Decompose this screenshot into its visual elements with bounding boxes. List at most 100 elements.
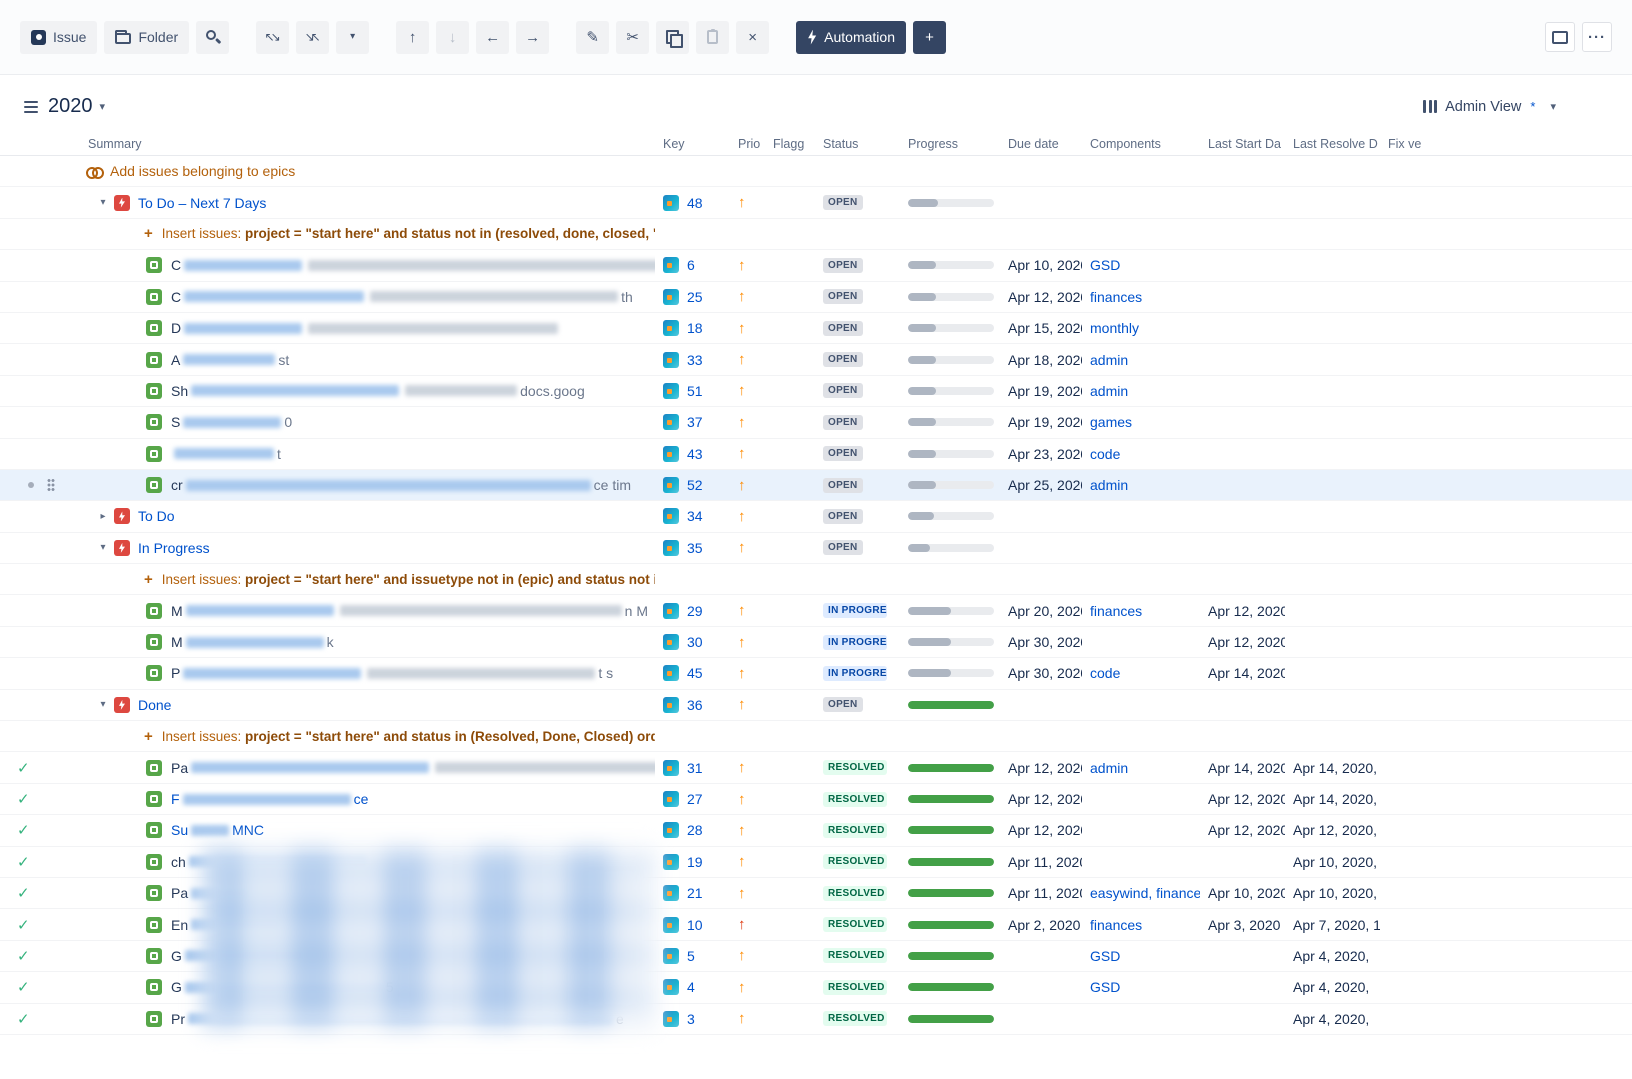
epic-summary-link[interactable]: To Do – Next 7 Days — [138, 194, 267, 211]
issue-key-link[interactable]: 51 — [687, 382, 703, 399]
component-link[interactable]: code — [1090, 445, 1121, 462]
expand-twisty-icon[interactable]: ▸ — [100, 510, 106, 522]
more-options-button[interactable]: ··· — [1582, 22, 1612, 52]
edit-button[interactable]: ✎ — [576, 20, 610, 54]
component-link[interactable]: admin — [1090, 759, 1129, 776]
toggle-panel-button[interactable] — [1545, 22, 1575, 52]
remove-button[interactable]: × — [736, 20, 770, 54]
table-row[interactable]: Add issues belonging to epics — [0, 156, 1632, 188]
column-header-fix-ve[interactable]: Fix ve — [1388, 136, 1422, 151]
copy-button[interactable] — [656, 20, 690, 54]
issue-key-link[interactable]: 3 — [687, 1010, 695, 1027]
column-header-key[interactable]: Key — [663, 136, 685, 151]
indent-button[interactable]: → — [516, 20, 550, 54]
column-header-summary[interactable]: Summary — [88, 136, 142, 151]
table-row[interactable]: cr ce tim 52 ↑ OPEN Apr 25, 2020 admin — [0, 469, 1632, 502]
collapse-twisty-icon[interactable]: ▾ — [100, 542, 106, 554]
insert-issues-query[interactable]: project = "start here" and issuetype not… — [245, 571, 655, 587]
component-link[interactable]: monthly — [1090, 320, 1140, 337]
issue-key-link[interactable]: 10 — [687, 916, 703, 933]
search-button[interactable] — [196, 20, 230, 54]
table-row[interactable]: + Insert issues: project = "start here" a… — [0, 721, 1632, 753]
insert-issues-query[interactable]: project = "start here" and status not in… — [245, 226, 655, 242]
issue-key-link[interactable]: 52 — [687, 477, 703, 494]
table-row[interactable]: ▾ In Progress 35 ↑ OPEN — [0, 533, 1632, 565]
add-generator-button[interactable]: + — [912, 20, 946, 54]
expand-all-button[interactable]: ↖↘ — [256, 20, 290, 54]
component-link[interactable]: GSD — [1090, 257, 1121, 274]
structure-chevron-icon[interactable]: ▾ — [99, 101, 106, 113]
issue-key-link[interactable]: 35 — [687, 539, 703, 556]
issue-key-link[interactable]: 25 — [687, 288, 703, 305]
table-row[interactable]: ▾ Done 36 ↑ OPEN — [0, 690, 1632, 722]
table-row[interactable]: Pt s 45 ↑ IN PROGRESS Apr 30, 2020 code Apr 14… — [0, 658, 1632, 690]
component-link[interactable]: finances — [1090, 602, 1143, 619]
table-row[interactable]: ▾ To Do – Next 7 Days 48 ↑ OPEN — [0, 187, 1632, 219]
component-link[interactable]: admin — [1090, 477, 1129, 494]
expand-level-menu-button[interactable]: ▾ — [336, 20, 370, 54]
table-row[interactable]: ✓ Su MNC 28 ↑ RESOLVED Apr 12, 2020 Apr 12, 202… — [0, 815, 1632, 847]
issue-key-link[interactable]: 36 — [687, 696, 703, 713]
issue-key-link[interactable]: 43 — [687, 445, 703, 462]
collapse-twisty-icon[interactable]: ▾ — [100, 197, 106, 209]
issue-key-link[interactable]: 21 — [687, 885, 703, 902]
column-header-due-date[interactable]: Due date — [1008, 136, 1059, 151]
table-row[interactable]: Sh docs.goog 51 ↑ OPEN Apr 19, 2020 admin — [0, 376, 1632, 408]
cut-button[interactable]: ✂ — [616, 20, 650, 54]
table-row[interactable]: C 6 ↑ OPEN Apr 10, 2020 GSD — [0, 250, 1632, 282]
paste-button[interactable] — [696, 20, 730, 54]
move-down-button[interactable]: ↓ — [436, 20, 470, 54]
issue-key-link[interactable]: 5 — [687, 947, 695, 964]
epic-summary-link[interactable]: In Progress — [138, 539, 210, 556]
issue-key-link[interactable]: 31 — [687, 759, 703, 776]
table-row[interactable]: D 18 ↑ OPEN Apr 15, 2020 monthly — [0, 313, 1632, 345]
insert-issues-label[interactable]: Insert issues: — [161, 571, 246, 587]
column-header-flagg[interactable]: Flagg — [773, 136, 805, 151]
component-link[interactable]: finances — [1090, 916, 1143, 933]
table-row[interactable]: ✓ Pa 31 ↑ RESOLVED Apr 12, 2020 admin Apr 14, 2… — [0, 752, 1632, 784]
issue-key-link[interactable]: 48 — [687, 194, 703, 211]
issue-key-link[interactable]: 33 — [687, 351, 703, 368]
column-header-prio[interactable]: Prio — [738, 136, 761, 151]
issue-key-link[interactable]: 19 — [687, 853, 703, 870]
epic-summary-link[interactable]: Done — [138, 696, 172, 713]
issue-key-link[interactable]: 4 — [687, 979, 695, 996]
insert-issues-label[interactable]: Insert issues: — [161, 226, 246, 242]
table-row[interactable]: S 0 37 ↑ OPEN Apr 19, 2020 games — [0, 407, 1632, 439]
table-row[interactable]: + Insert issues: project = "start here" a… — [0, 564, 1632, 596]
add-folder-button[interactable]: Folder — [104, 20, 190, 54]
column-header-last-resolve-d[interactable]: Last Resolve D — [1293, 136, 1378, 151]
issue-key-link[interactable]: 37 — [687, 414, 703, 431]
table-row[interactable]: t 43 ↑ OPEN Apr 23, 2020 code — [0, 439, 1632, 470]
issue-key-link[interactable]: 45 — [687, 665, 703, 682]
summary-text[interactable]: F — [171, 791, 180, 807]
table-row[interactable]: Mn M 29 ↑ IN PROGRESS Apr 20, 2020 finances Ap… — [0, 595, 1632, 627]
collapse-all-button[interactable]: ↘↖ — [296, 20, 330, 54]
column-header-last-start-da[interactable]: Last Start Da — [1208, 136, 1281, 151]
issue-key-link[interactable]: 34 — [687, 508, 703, 525]
issue-key-link[interactable]: 27 — [687, 791, 703, 807]
summary-text[interactable]: ce — [353, 791, 369, 807]
move-up-button[interactable]: ↑ — [396, 20, 430, 54]
epic-summary-link[interactable]: To Do — [138, 508, 175, 525]
column-header-status[interactable]: Status — [823, 136, 859, 151]
table-row[interactable]: ✓ Pa 21 ↑ RESOLVED Apr 11, 2020 easywind, fina… — [0, 878, 1632, 910]
component-link[interactable]: easywind, finance — [1090, 885, 1200, 902]
component-link[interactable]: GSD — [1090, 947, 1121, 964]
view-switcher[interactable]: Admin View * ▾ — [1423, 99, 1608, 115]
column-header-components[interactable]: Components — [1090, 136, 1161, 151]
component-link[interactable]: admin — [1090, 351, 1129, 368]
collapse-twisty-icon[interactable]: ▾ — [100, 699, 106, 711]
component-link[interactable]: games — [1090, 414, 1133, 431]
drag-handle-icon[interactable] — [47, 478, 55, 493]
table-row[interactable]: + Insert issues: project = "start here" a… — [0, 219, 1632, 251]
add-epics-label[interactable]: Add issues belonging to epics — [110, 163, 296, 180]
table-row[interactable]: Mk 30 ↑ IN PROGRESS Apr 30, 2020 Apr 12, 2020 — [0, 627, 1632, 659]
issue-key-link[interactable]: 6 — [687, 257, 695, 274]
issue-key-link[interactable]: 28 — [687, 822, 703, 839]
table-row[interactable]: ▸ To Do 34 ↑ OPEN — [0, 501, 1632, 533]
automation-button[interactable]: Automation — [796, 20, 906, 54]
